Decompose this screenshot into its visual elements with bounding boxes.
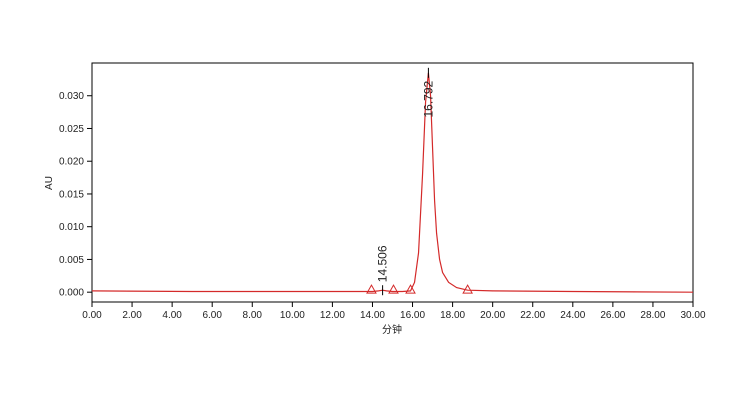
- x-tick-label: 8.00: [243, 310, 263, 321]
- x-tick-label: 22.00: [520, 310, 545, 321]
- y-tick-label: 0.020: [59, 157, 84, 168]
- x-tick-label: 2.00: [122, 310, 142, 321]
- x-tick-label: 26.00: [600, 310, 625, 321]
- y-tick-label: 0.005: [59, 255, 84, 266]
- y-tick-label: 0.010: [59, 222, 84, 233]
- x-tick-label: 18.00: [440, 310, 465, 321]
- x-tick-label: 0.00: [82, 310, 102, 321]
- x-tick-label: 4.00: [162, 310, 182, 321]
- baseline-mark: [366, 284, 377, 294]
- y-tick-label: 0.030: [59, 91, 84, 102]
- x-tick-label: 10.00: [280, 310, 305, 321]
- baseline-mark: [388, 284, 399, 294]
- x-tick-label: 20.00: [480, 310, 505, 321]
- x-tick-label: 14.00: [360, 310, 385, 321]
- y-tick-label: 0.025: [59, 124, 84, 135]
- y-axis-label: AU: [44, 176, 55, 190]
- y-tick-label: 0.015: [59, 189, 84, 200]
- chromatogram-line: [91, 72, 694, 293]
- plot-frame: [91, 62, 694, 303]
- peak-label: 14.506: [376, 245, 390, 282]
- x-tick-label: 30.00: [680, 310, 705, 321]
- baseline-mark: [405, 284, 416, 294]
- x-tick-label: 6.00: [202, 310, 222, 321]
- x-axis-label: 分钟: [382, 323, 402, 336]
- baseline-mark: [462, 284, 473, 294]
- y-tick-label: 0.000: [59, 288, 84, 299]
- x-tick-label: 16.00: [400, 310, 425, 321]
- x-tick-label: 28.00: [640, 310, 665, 321]
- peak-label: 16.792: [421, 80, 435, 117]
- x-tick-label: 24.00: [560, 310, 585, 321]
- x-tick-label: 12.00: [320, 310, 345, 321]
